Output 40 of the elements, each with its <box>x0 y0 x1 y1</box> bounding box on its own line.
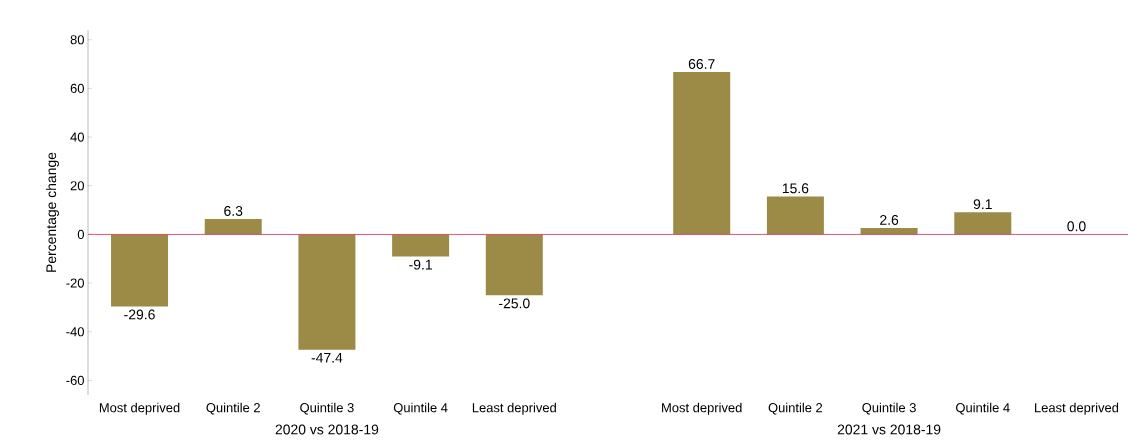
bar <box>860 228 918 235</box>
x-tick-label: Most deprived <box>662 402 742 415</box>
data-label: 66.7 <box>688 59 715 69</box>
bar <box>673 72 731 235</box>
x-tick-label: Least deprived <box>1035 402 1119 415</box>
y-tick-label: -60 <box>66 375 84 385</box>
data-label: -9.1 <box>409 259 432 270</box>
bar <box>111 234 169 307</box>
y-tick-label: 40 <box>70 132 84 142</box>
x-tick-label: Most deprived <box>99 402 180 415</box>
y-tick-label: -40 <box>66 327 84 337</box>
text: 2020 vs 2018-19 <box>275 424 379 435</box>
y-tick-label: 0 <box>77 229 84 239</box>
bar <box>954 212 1012 235</box>
y-tick-label: -20 <box>66 278 84 288</box>
data-label: 6.3 <box>224 205 243 216</box>
data-label: 0.0 <box>1067 221 1086 232</box>
data-label: -47.4 <box>311 352 343 363</box>
x-tick-label: Quintile 4 <box>393 402 448 415</box>
bar <box>392 234 450 257</box>
x-tick-label: Quintile 2 <box>206 402 260 415</box>
bar <box>298 234 356 350</box>
x-tick-label: Quintile 2 <box>768 402 823 415</box>
x-tick-label: Quintile 3 <box>300 402 354 415</box>
y-axis-title: Percentage change <box>45 152 59 272</box>
y-tick-label: 80 <box>70 35 84 45</box>
x-tick-label: Least deprived <box>472 402 556 415</box>
data-label: 9.1 <box>973 199 992 210</box>
y-tick-label: 60 <box>70 83 84 93</box>
y-tick-label: 20 <box>70 181 84 191</box>
data-label: 15.6 <box>782 183 809 194</box>
x-tick-label: Quintile 4 <box>956 402 1010 415</box>
bar <box>204 219 262 235</box>
data-label: -29.6 <box>124 309 155 320</box>
text: 2021 vs 2018-19 <box>837 424 941 435</box>
data-label: -25.0 <box>499 298 530 309</box>
x-tick-label: Quintile 3 <box>862 402 916 415</box>
bar <box>485 234 543 296</box>
bar <box>766 196 824 235</box>
data-label: 2.6 <box>880 215 899 225</box>
